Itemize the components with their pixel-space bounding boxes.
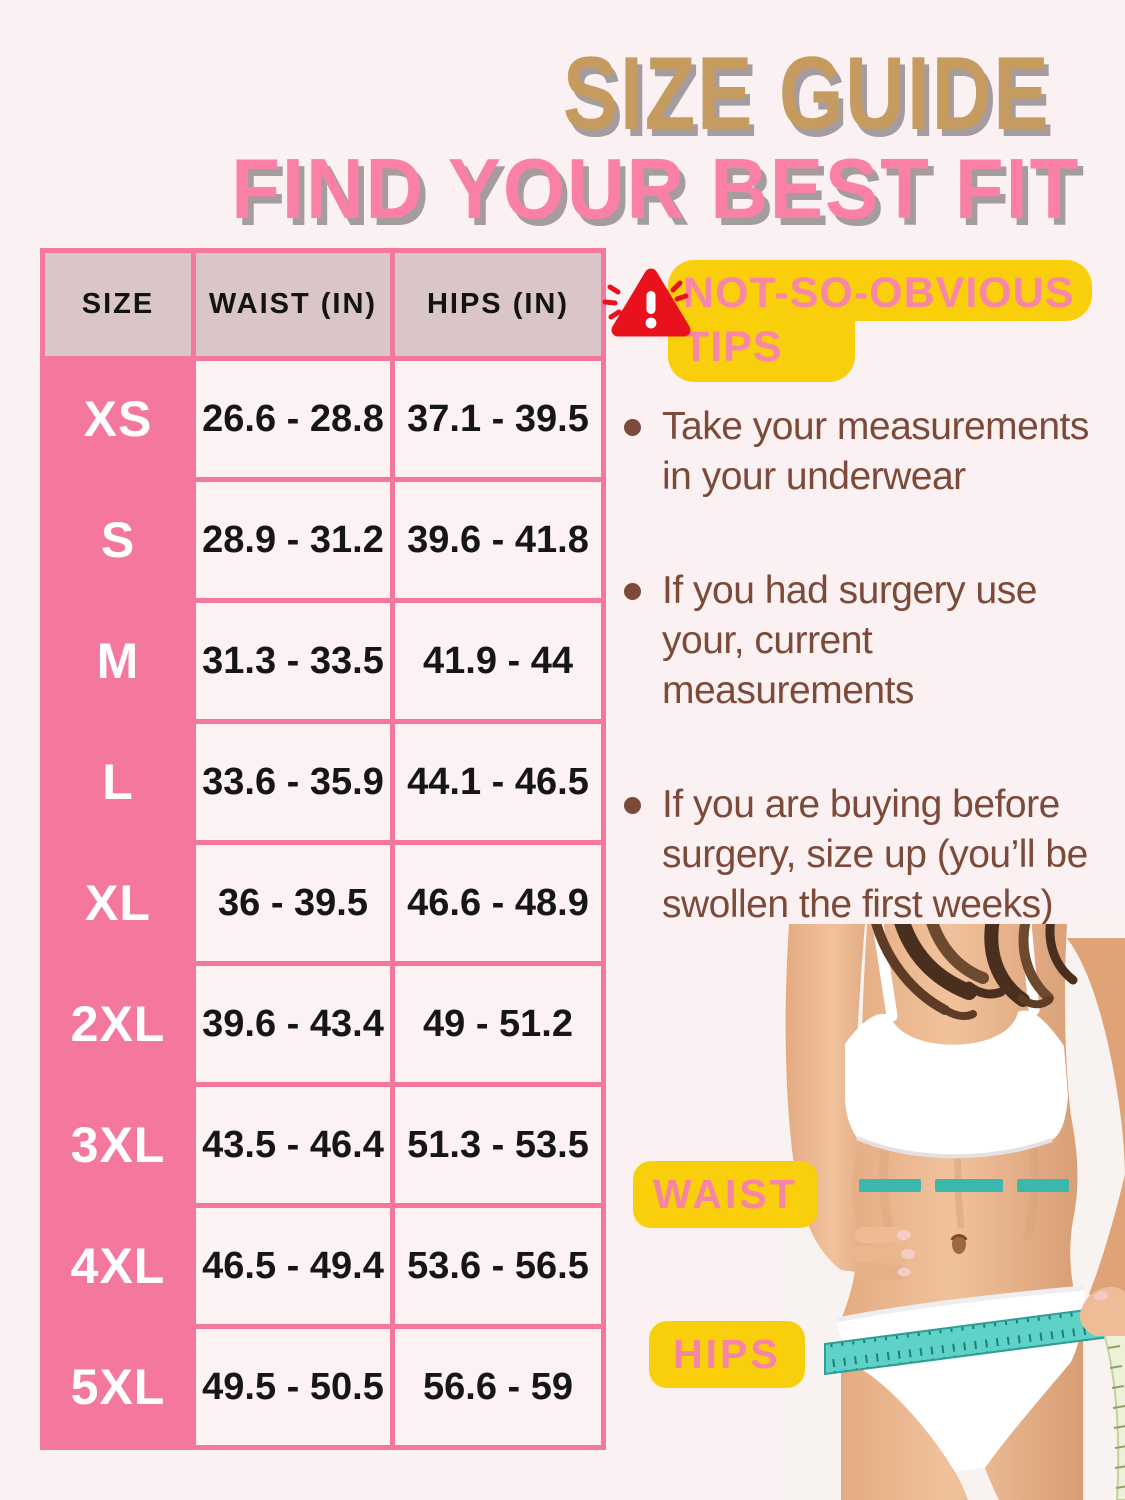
waist-range-s: 28.9 - 31.2 [196,482,390,598]
size-label-2xl: 2XL [45,966,191,1082]
woman-photo [783,924,1125,1500]
tip-text: If you had surgery use your, current mea… [662,569,1037,712]
size-label-4xl: 4XL [45,1208,191,1324]
tips-heading-line2: TIPS [668,321,855,382]
tips-heading: NOT-SO-OBVIOUS TIPS [668,260,1093,382]
tips-list: Take your measurements in your underwear… [624,402,1125,994]
tips-heading-line1: NOT-SO-OBVIOUS [668,260,1093,321]
waist-range-l: 33.6 - 35.9 [196,724,390,840]
hips-range-3xl: 51.3 - 53.5 [395,1087,601,1203]
page-title: SIZE GUIDE [562,36,1050,152]
waist-range-xl: 36 - 39.5 [196,845,390,961]
size-label-m: M [45,603,191,719]
tip-item: Take your measurements in your underwear [624,402,1125,502]
hips-range-l: 44.1 - 46.5 [395,724,601,840]
size-label-xl: XL [45,845,191,961]
waist-range-3xl: 43.5 - 46.4 [196,1087,390,1203]
woman-figure-illustration [783,924,1125,1500]
column-header-size: SIZE [45,253,191,356]
waist-callout-label: WAIST [633,1161,818,1228]
size-label-s: S [45,482,191,598]
hips-range-m: 41.9 - 44 [395,603,601,719]
page-header: SIZE GUIDE FIND YOUR BEST FIT [177,36,1080,237]
tip-item: If you are buying before surgery, size u… [624,780,1125,930]
waist-range-4xl: 46.5 - 49.4 [196,1208,390,1324]
waist-range-xs: 26.6 - 28.8 [196,361,390,477]
waist-range-2xl: 39.6 - 43.4 [196,966,390,1082]
size-label-3xl: 3XL [45,1087,191,1203]
warning-triangle-icon [602,268,691,337]
hand-on-hip [851,1227,915,1280]
column-header-hips: HIPS (IN) [395,253,601,356]
column-header-waist: WAIST (IN) [196,253,390,356]
size-label-5xl: 5XL [45,1329,191,1445]
hips-range-s: 39.6 - 41.8 [395,482,601,598]
hips-range-xl: 46.6 - 48.9 [395,845,601,961]
bullet-dot [624,419,641,436]
measuring-tape [824,1303,1125,1376]
bullet-dot [624,797,641,814]
waist-range-m: 31.3 - 33.5 [196,603,390,719]
hips-range-xs: 37.1 - 39.5 [395,361,601,477]
size-label-l: L [45,724,191,840]
tip-text: Take your measurements in your underwear [662,405,1089,498]
hips-range-4xl: 53.6 - 56.5 [395,1208,601,1324]
tip-text: If you are buying before surgery, size u… [662,783,1088,926]
bullet-dot [624,583,641,600]
waist-range-5xl: 49.5 - 50.5 [196,1329,390,1445]
waist-dashed-line [859,1179,1069,1192]
hips-callout-label: HIPS [649,1321,805,1388]
size-label-xs: XS [45,361,191,477]
hips-range-2xl: 49 - 51.2 [395,966,601,1082]
size-chart-table: SIZE WAIST (IN) HIPS (IN) XS 26.6 - 28.8… [40,248,606,1450]
tip-item: If you had surgery use your, current mea… [624,566,1125,716]
hips-range-5xl: 56.6 - 59 [395,1329,601,1445]
hair-strands [871,924,1078,1020]
page-subtitle: FIND YOUR BEST FIT [230,142,1080,237]
